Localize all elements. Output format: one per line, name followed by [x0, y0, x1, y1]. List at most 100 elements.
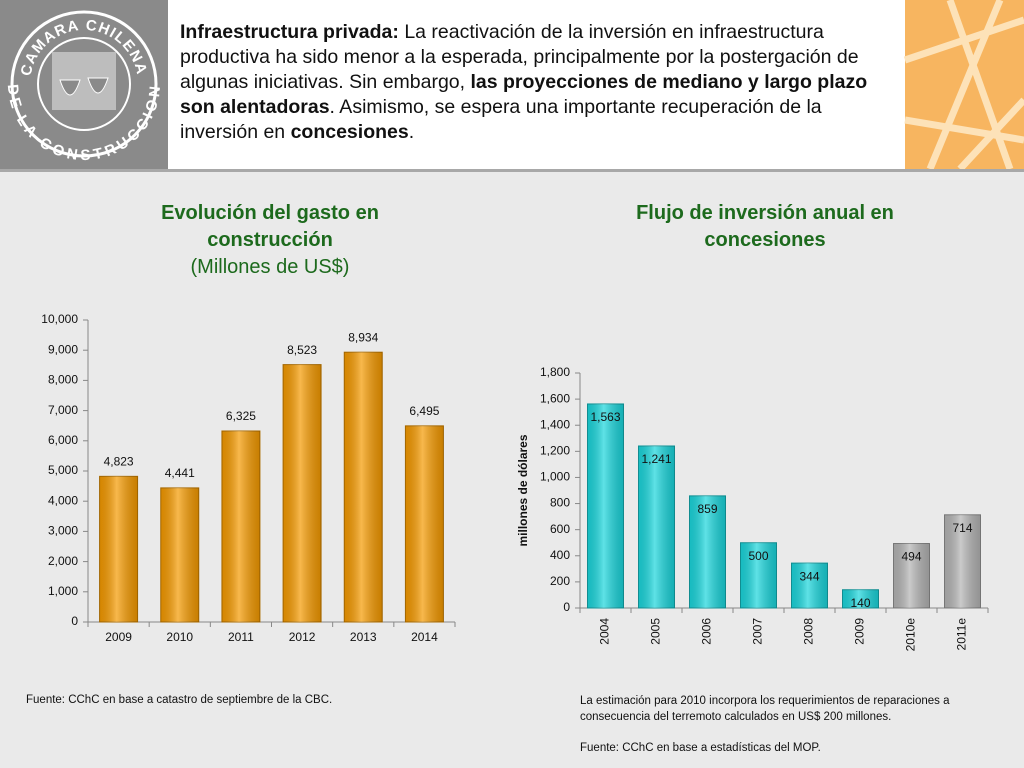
y-tick-label: 800 [550, 496, 570, 510]
bar-shine [221, 430, 260, 622]
value-label: 6,495 [409, 404, 439, 418]
footnote: Fuente: CChC en base a catastro de septi… [26, 694, 333, 706]
y-tick-label: 1,600 [540, 391, 570, 405]
bar [587, 403, 624, 609]
y-tick-label: 7,000 [48, 403, 78, 417]
bar-shine [160, 487, 199, 622]
bar-shine [405, 425, 444, 622]
logo-ring-inner [37, 37, 131, 131]
value-label: 859 [697, 502, 717, 516]
bar-shine [740, 542, 777, 608]
bar [404, 425, 444, 623]
paragraph-run: La reactivación de la inversión en infra… [180, 21, 859, 93]
bar [893, 543, 930, 609]
bar-shine [791, 563, 828, 608]
bar [638, 445, 675, 609]
bar [740, 542, 777, 609]
footnote: Fuente: CChC en base a estadísticas del … [580, 742, 821, 754]
bar [343, 351, 383, 623]
y-tick-label: 3,000 [48, 524, 78, 538]
value-label: 494 [901, 550, 921, 564]
header-art: CAMARA CHILENA DE LA CONSTRUCCION [0, 0, 1024, 169]
logo-ring [10, 10, 158, 158]
y-tick-label: 600 [550, 522, 570, 536]
bar-shine [99, 476, 138, 622]
y-tick-label: 2,000 [48, 554, 78, 568]
deco-beams [903, 0, 1024, 169]
x-tick-label: 2009 [853, 618, 867, 645]
value-label: 8,934 [348, 330, 378, 344]
value-label: 500 [748, 549, 768, 563]
bar-shine [893, 543, 930, 608]
bar-shine [344, 352, 383, 622]
bar-shine [587, 403, 624, 608]
x-tick-label: 2006 [700, 618, 714, 645]
bar [842, 589, 879, 609]
value-label: 1,563 [590, 410, 620, 424]
chart-subtitle: (Millones de US$) [190, 256, 350, 278]
chart-title: Evolución del gasto en construcción [161, 202, 379, 251]
paragraph-run: . Asimismo, se espera una importante rec… [180, 96, 822, 143]
bar-shine [944, 514, 981, 608]
y-tick-label: 4,000 [48, 493, 78, 507]
value-label: 714 [952, 521, 972, 535]
x-tick-label: 2011e [955, 618, 969, 651]
value-label: 4,823 [104, 455, 134, 469]
y-tick-label: 1,000 [48, 584, 78, 598]
bar [791, 562, 828, 609]
y-tick-label: 0 [71, 614, 78, 628]
paragraph-run: Infraestructura privada: [180, 21, 399, 43]
x-tick-label: 2010 [166, 630, 193, 644]
paragraph-run: concesiones [290, 121, 409, 143]
y-tick-label: 1,800 [540, 365, 570, 379]
y-tick-label: 1,400 [540, 417, 570, 431]
x-tick-label: 2004 [598, 618, 612, 645]
y-tick-label: 1,000 [540, 470, 570, 484]
bar-shine [689, 495, 726, 608]
x-tick-label: 2013 [350, 630, 377, 644]
y-tick-label: 9,000 [48, 342, 78, 356]
logo-shovels [59, 77, 109, 96]
y-tick-label: 0 [563, 600, 570, 614]
x-tick-label: 2009 [105, 630, 132, 644]
x-tick-label: 2012 [289, 630, 316, 644]
value-label: 140 [850, 596, 870, 610]
paragraph-run: las proyecciones de mediano y largo plaz… [180, 71, 868, 118]
chart-title: Flujo de inversión anual en concesiones [636, 202, 894, 251]
bar [221, 430, 261, 623]
bar [160, 487, 200, 623]
y-tick-label: 10,000 [41, 312, 78, 326]
value-label: 344 [799, 569, 819, 583]
footnote: La estimación para 2010 incorpora los re… [580, 695, 950, 723]
bar-shine [283, 364, 322, 622]
value-label: 6,325 [226, 409, 256, 423]
x-tick-label: 2014 [411, 630, 438, 644]
chart-title-box: Flujo de inversión anual en concesiones [600, 200, 930, 254]
bar [282, 364, 322, 623]
y-tick-label: 6,000 [48, 433, 78, 447]
value-label: 1,241 [641, 452, 671, 466]
header-paragraph: Infraestructura privada: La reactivación… [180, 20, 900, 145]
bar [689, 495, 726, 609]
chart-title-box: Evolución del gasto en construcción (Mill… [125, 200, 415, 281]
x-tick-label: 2005 [649, 618, 663, 645]
bar-shine [638, 445, 675, 608]
paragraph-run: . [408, 121, 415, 143]
x-tick-label: 2010e [904, 618, 918, 652]
y-tick-label: 1,200 [540, 444, 570, 458]
bar-shine [842, 589, 879, 608]
y-tick-label: 200 [550, 574, 570, 588]
y-tick-label: 400 [550, 548, 570, 562]
value-label: 4,441 [165, 466, 195, 480]
x-tick-label: 2008 [802, 618, 816, 645]
value-label: 8,523 [287, 343, 317, 357]
bar [944, 514, 981, 609]
y-axis-label: millones de dólares [516, 434, 530, 546]
x-tick-label: 2011 [228, 630, 254, 644]
header: CAMARA CHILENA DE LA CONSTRUCCION Infrae… [0, 0, 1024, 172]
y-tick-label: 8,000 [48, 373, 78, 387]
bar [99, 475, 139, 623]
x-tick-label: 2007 [751, 618, 765, 645]
y-tick-label: 5,000 [48, 463, 78, 477]
